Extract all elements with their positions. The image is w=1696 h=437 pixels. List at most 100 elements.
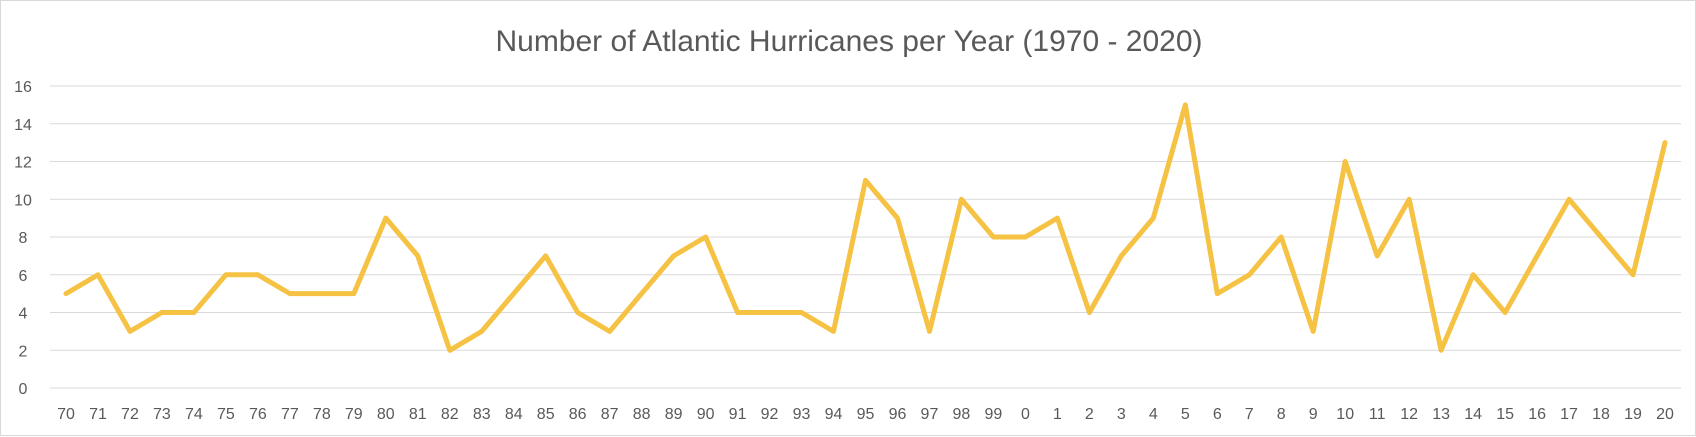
x-tick-label: 8 <box>1277 406 1286 423</box>
data-point[interactable] <box>415 253 420 259</box>
data-point[interactable] <box>223 272 229 277</box>
gridlines <box>50 85 1681 389</box>
data-point[interactable] <box>1215 291 1220 296</box>
y-tick-label: 6 <box>19 268 28 285</box>
x-tick-label: 13 <box>1432 406 1450 423</box>
data-point[interactable] <box>255 272 261 277</box>
data-point[interactable] <box>1534 253 1540 259</box>
series-layer <box>63 102 1668 353</box>
y-tick-label: 14 <box>14 117 32 134</box>
x-tick-label: 18 <box>1592 406 1610 423</box>
x-tick-label: 99 <box>985 406 1003 423</box>
data-point[interactable] <box>1055 215 1060 221</box>
data-point[interactable] <box>1247 272 1252 277</box>
y-tick-label: 8 <box>19 230 28 247</box>
data-point[interactable] <box>671 253 676 259</box>
x-tick-label: 15 <box>1496 406 1514 423</box>
data-point[interactable] <box>63 291 69 296</box>
x-tick-label: 92 <box>761 406 779 423</box>
data-point[interactable] <box>1279 234 1284 240</box>
x-tick-label: 9 <box>1309 406 1318 423</box>
x-tick-label: 86 <box>569 406 587 423</box>
x-tick-label: 76 <box>249 406 267 423</box>
x-tick-label: 11 <box>1369 406 1386 423</box>
data-point[interactable] <box>927 329 932 334</box>
data-point[interactable] <box>1630 272 1636 277</box>
y-tick-label: 16 <box>14 79 32 96</box>
y-axis-ticks: 0 2 4 6 8 10 12 14 16 <box>14 79 32 398</box>
x-tick-label: 20 <box>1656 406 1674 423</box>
data-point[interactable] <box>639 291 644 296</box>
data-point[interactable] <box>1151 215 1156 221</box>
data-point[interactable] <box>511 291 516 296</box>
data-point[interactable] <box>799 310 804 315</box>
x-tick-label: 88 <box>633 406 651 423</box>
data-point[interactable] <box>991 234 996 240</box>
y-tick-label: 12 <box>14 155 32 172</box>
x-tick-label: 98 <box>953 406 971 423</box>
data-point[interactable] <box>1311 329 1316 334</box>
x-tick-label: 17 <box>1560 406 1578 423</box>
x-tick-label: 77 <box>281 406 299 423</box>
x-tick-label: 5 <box>1181 406 1190 423</box>
x-tick-label: 14 <box>1464 406 1482 423</box>
data-point[interactable] <box>703 234 708 240</box>
x-tick-label: 97 <box>921 406 939 423</box>
data-point[interactable] <box>479 329 484 334</box>
x-tick-label: 74 <box>185 406 203 423</box>
y-tick-label: 10 <box>14 192 32 209</box>
data-point[interactable] <box>287 291 293 296</box>
data-point[interactable] <box>191 310 197 315</box>
data-point[interactable] <box>1023 234 1028 240</box>
data-point[interactable] <box>127 329 133 334</box>
x-tick-label: 81 <box>409 406 427 423</box>
data-point[interactable] <box>1502 310 1508 315</box>
data-point[interactable] <box>1662 140 1668 145</box>
data-point[interactable] <box>1438 348 1444 353</box>
data-point[interactable] <box>1183 102 1188 108</box>
x-tick-label: 73 <box>153 406 171 423</box>
data-point[interactable] <box>959 197 964 202</box>
x-tick-label: 95 <box>857 406 875 423</box>
data-point[interactable] <box>383 215 388 221</box>
data-point[interactable] <box>159 310 165 315</box>
data-point[interactable] <box>831 329 836 334</box>
x-tick-label: 71 <box>89 406 107 423</box>
data-point[interactable] <box>1119 253 1124 259</box>
data-point[interactable] <box>1470 272 1476 277</box>
x-tick-label: 89 <box>665 406 683 423</box>
data-point[interactable] <box>575 310 580 315</box>
data-point[interactable] <box>447 348 452 353</box>
x-tick-label: 93 <box>793 406 811 423</box>
data-point[interactable] <box>543 253 548 259</box>
data-point[interactable] <box>767 310 772 315</box>
y-tick-label: 4 <box>19 306 28 323</box>
series-line-0[interactable] <box>63 102 1668 353</box>
data-point[interactable] <box>1343 159 1348 164</box>
x-tick-label: 10 <box>1336 406 1354 423</box>
x-tick-label: 12 <box>1400 406 1418 423</box>
chart-title: Number of Atlantic Hurricanes per Year (… <box>495 25 1202 58</box>
x-tick-label: 85 <box>537 406 555 423</box>
data-point[interactable] <box>863 178 868 183</box>
data-point[interactable] <box>1598 234 1604 240</box>
x-tick-label: 78 <box>313 406 331 423</box>
data-point[interactable] <box>351 291 357 296</box>
data-point[interactable] <box>895 215 900 221</box>
data-point[interactable] <box>1087 310 1092 315</box>
data-point[interactable] <box>1374 253 1380 259</box>
data-point[interactable] <box>1406 197 1412 202</box>
data-point[interactable] <box>607 329 612 334</box>
x-tick-label: 84 <box>505 406 523 423</box>
x-tick-label: 1 <box>1053 406 1062 423</box>
x-tick-label: 80 <box>377 406 395 423</box>
x-tick-label: 87 <box>601 406 619 423</box>
data-point[interactable] <box>95 272 101 277</box>
data-point[interactable] <box>735 310 740 315</box>
x-tick-label: 72 <box>121 406 139 423</box>
data-point[interactable] <box>319 291 325 296</box>
x-tick-label: 82 <box>441 406 459 423</box>
data-point[interactable] <box>1566 197 1572 202</box>
